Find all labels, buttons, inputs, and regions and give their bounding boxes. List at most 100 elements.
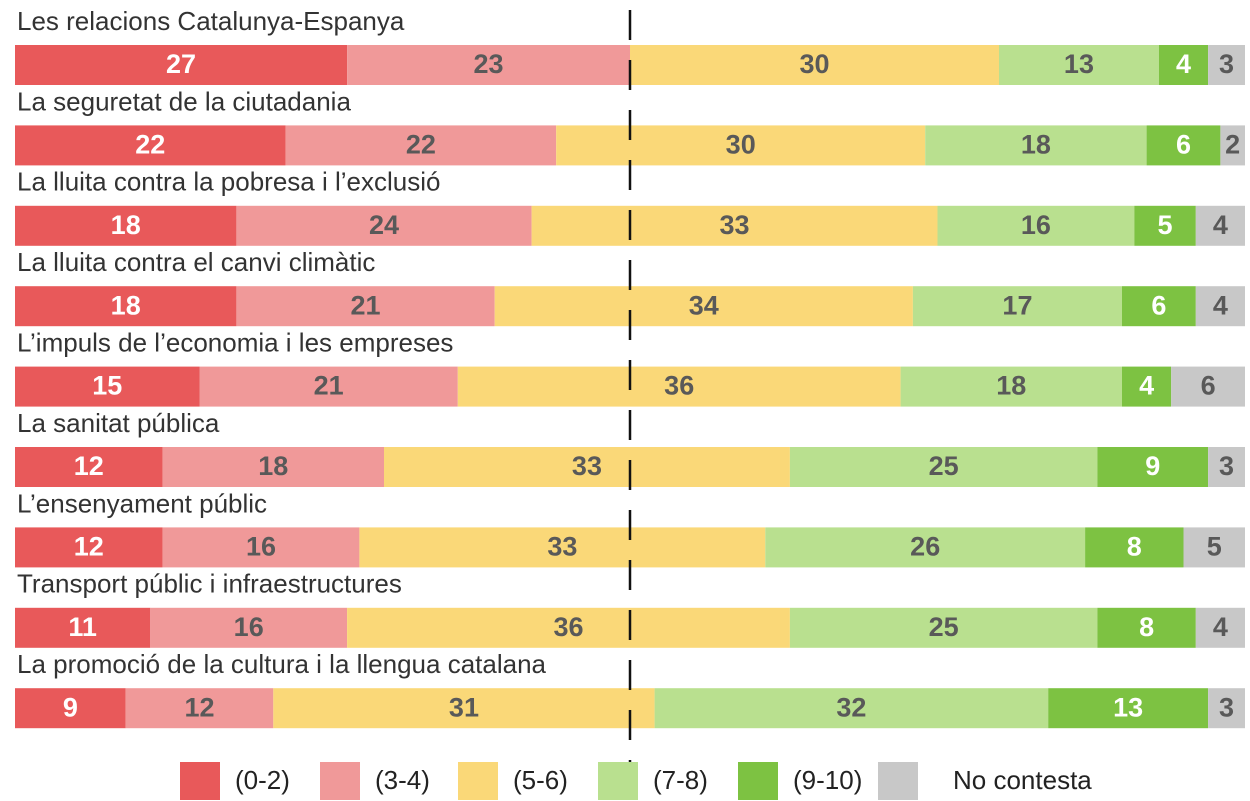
bar-segment — [1085, 527, 1184, 568]
bar-segment — [273, 688, 655, 729]
data-label: 33 — [720, 210, 750, 240]
data-label: 5 — [1158, 210, 1173, 240]
legend-label: (7-8) — [653, 765, 708, 795]
data-label: 21 — [351, 290, 381, 320]
bar-segment — [1208, 688, 1245, 729]
data-label: 8 — [1139, 612, 1154, 642]
bar-segment — [1183, 527, 1245, 568]
legend-swatch — [878, 762, 918, 800]
bar-segment — [1146, 125, 1221, 166]
bar-segment — [15, 688, 126, 729]
bar-segment — [494, 286, 913, 327]
bar-segment — [1208, 45, 1245, 85]
category-label: La seguretat de la ciutadania — [17, 86, 351, 116]
bar-segment — [285, 125, 557, 166]
bar-segment — [789, 447, 1098, 487]
category-label: L’impuls de l’economia i les empreses — [17, 327, 453, 357]
bar-segment — [630, 45, 999, 85]
bar-segment — [937, 205, 1135, 246]
bar-segment — [15, 527, 163, 568]
data-label: 30 — [799, 49, 829, 79]
bar-segment — [1220, 125, 1245, 166]
legend-label: (3-4) — [375, 765, 430, 795]
legend-swatch — [458, 762, 498, 800]
bar-segment — [15, 286, 237, 327]
bar-segment — [150, 607, 348, 648]
bar-segment — [457, 366, 901, 407]
bar-segment — [925, 125, 1147, 166]
bar-segment — [347, 45, 630, 85]
legend-label: (9-10) — [793, 765, 862, 795]
data-label: 26 — [910, 532, 940, 562]
bar-segment — [531, 205, 938, 246]
data-label: 6 — [1201, 371, 1216, 401]
bar-segment — [125, 688, 274, 729]
data-label: 24 — [369, 210, 399, 240]
category-label: La promoció de la cultura i la llengua c… — [17, 649, 547, 679]
legend-swatch — [180, 762, 220, 800]
data-label: 5 — [1207, 532, 1222, 562]
bar-segment — [359, 527, 766, 568]
bar-segment — [654, 688, 1049, 729]
bar-segment — [765, 527, 1086, 568]
data-label: 18 — [258, 451, 288, 481]
data-label: 16 — [234, 612, 264, 642]
bar-segment — [236, 286, 495, 327]
category-label: Transport públic i infraestructures — [17, 569, 402, 599]
data-label: 11 — [68, 612, 97, 642]
data-label: 31 — [449, 692, 479, 722]
legend-label: (0-2) — [235, 765, 290, 795]
bar-segment — [1048, 688, 1209, 729]
data-label: 27 — [166, 49, 196, 79]
bar-segment — [15, 447, 163, 487]
bar-segment — [1208, 447, 1245, 487]
data-label: 18 — [111, 210, 141, 240]
bar-segment — [162, 527, 360, 568]
bar-segment — [789, 607, 1098, 648]
data-label: 3 — [1219, 451, 1234, 481]
data-label: 18 — [1021, 130, 1051, 160]
data-label: 12 — [74, 451, 104, 481]
bar-segment — [1097, 447, 1209, 487]
data-label: 18 — [996, 371, 1026, 401]
data-label: 4 — [1213, 612, 1228, 642]
bar-segment — [1195, 286, 1245, 327]
data-label: 9 — [1145, 451, 1160, 481]
bar-segment — [199, 366, 458, 407]
data-label: 4 — [1213, 210, 1228, 240]
bar-segment — [236, 205, 532, 246]
bar-segment — [15, 607, 151, 648]
category-label: Les relacions Catalunya-Espanya — [17, 6, 405, 36]
data-label: 16 — [1021, 210, 1051, 240]
bar-segment — [1195, 205, 1245, 246]
data-label: 13 — [1113, 692, 1143, 722]
category-label: La sanitat pública — [17, 408, 220, 438]
bar-segment — [1158, 45, 1209, 85]
data-label: 4 — [1176, 49, 1191, 79]
legend-swatch — [320, 762, 360, 800]
data-label: 33 — [547, 532, 577, 562]
data-label: 33 — [572, 451, 602, 481]
data-label: 16 — [246, 532, 276, 562]
data-label: 25 — [929, 451, 959, 481]
data-label: 32 — [836, 692, 866, 722]
data-label: 21 — [314, 371, 344, 401]
bar-segment — [556, 125, 926, 166]
category-label: La lluita contra la pobresa i l’exclusió — [17, 167, 440, 197]
data-label: 36 — [553, 612, 583, 642]
bar-segment — [15, 205, 237, 246]
bar-segment — [999, 45, 1159, 85]
bar-segment — [1134, 205, 1196, 246]
bar-segment — [1195, 607, 1245, 648]
bar-segment — [15, 366, 200, 407]
bar-segment — [900, 366, 1122, 407]
legend-label: No contesta — [953, 765, 1092, 795]
data-label: 8 — [1127, 532, 1142, 562]
data-label: 9 — [63, 692, 78, 722]
data-label: 6 — [1176, 130, 1191, 160]
data-label: 25 — [929, 612, 959, 642]
data-label: 34 — [689, 290, 719, 320]
legend-swatch — [738, 762, 778, 800]
data-label: 15 — [92, 371, 122, 401]
data-label: 3 — [1219, 692, 1234, 722]
